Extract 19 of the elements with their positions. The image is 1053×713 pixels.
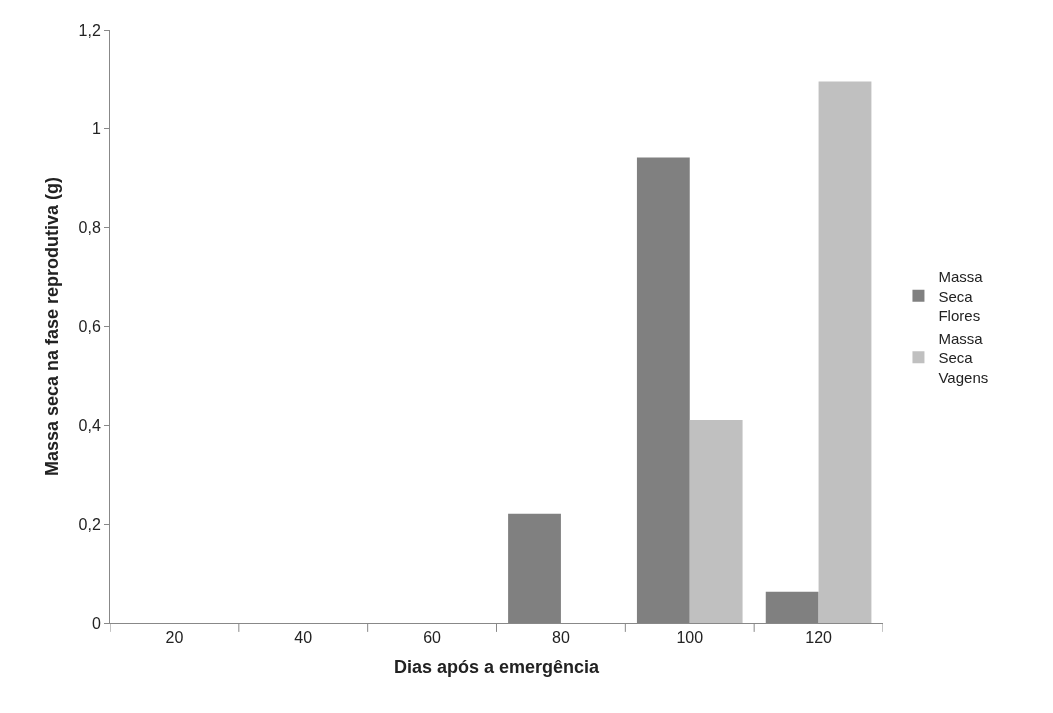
x-tick-label: 40 — [294, 629, 313, 647]
y-tick-label: 1 — [91, 120, 101, 138]
y-tick-label: 0,4 — [78, 416, 101, 434]
y-tick-label: 1,2 — [78, 21, 101, 39]
x-tick-label: 80 — [552, 629, 570, 647]
y-tick-label: 0 — [91, 614, 101, 632]
x-tick-label: 60 — [423, 629, 442, 647]
x-tick-label: 120 — [805, 629, 833, 647]
y-tick-label: 0,2 — [78, 515, 101, 533]
x-axis-title: Dias após a emergência — [393, 657, 601, 678]
x-tick-label: 100 — [676, 629, 704, 647]
legend-label: Massa Seca Flores — [938, 268, 984, 325]
y-axis-title: Massa seca na fase reprodutiva (g) — [41, 176, 62, 477]
legend-label: Massa Seca Vagens — [938, 329, 989, 386]
y-tick-label: 0,6 — [78, 318, 101, 336]
bar — [689, 419, 743, 623]
y-tick-label: 0,8 — [78, 219, 101, 237]
bar — [818, 81, 872, 623]
x-tick-label: 20 — [165, 629, 184, 647]
